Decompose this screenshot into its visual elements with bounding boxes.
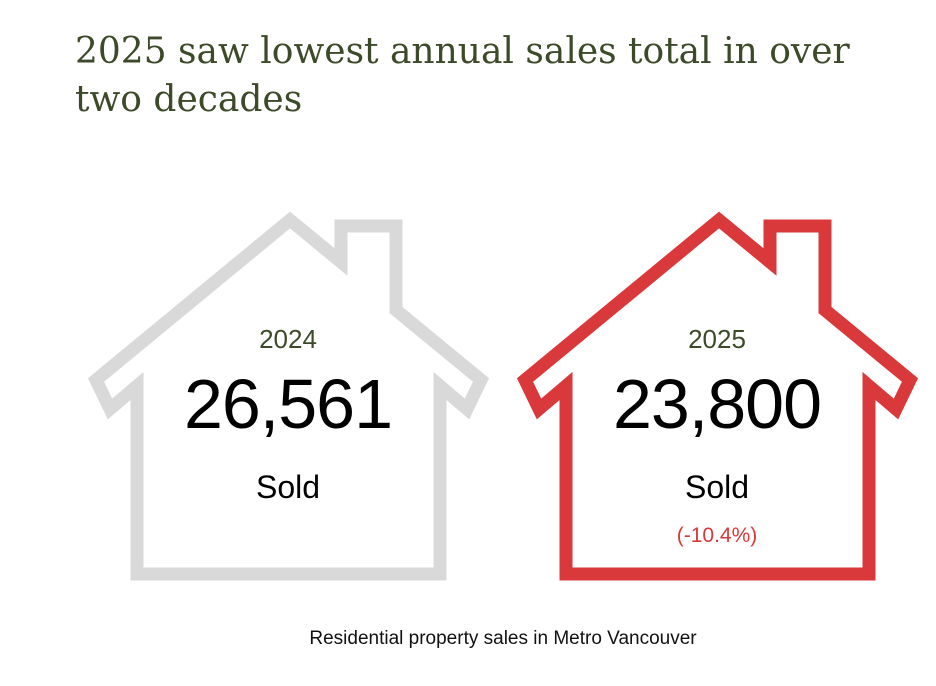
- house-2025-icon: [516, 211, 919, 581]
- sales-value: 23,800: [612, 365, 822, 443]
- year-label: 2025: [688, 324, 746, 354]
- sold-label: Sold: [684, 469, 750, 505]
- sales-value: 26,561: [183, 365, 393, 443]
- sold-label: Sold: [255, 469, 321, 505]
- chart-title: 2025 saw lowest annual sales total in ov…: [75, 31, 850, 120]
- year-label: 2024: [259, 324, 317, 354]
- house-2024-icon: [87, 211, 490, 581]
- chart-caption: Residential property sales in Metro Vanc…: [309, 628, 697, 649]
- change-percent: (-10.4%): [676, 524, 758, 547]
